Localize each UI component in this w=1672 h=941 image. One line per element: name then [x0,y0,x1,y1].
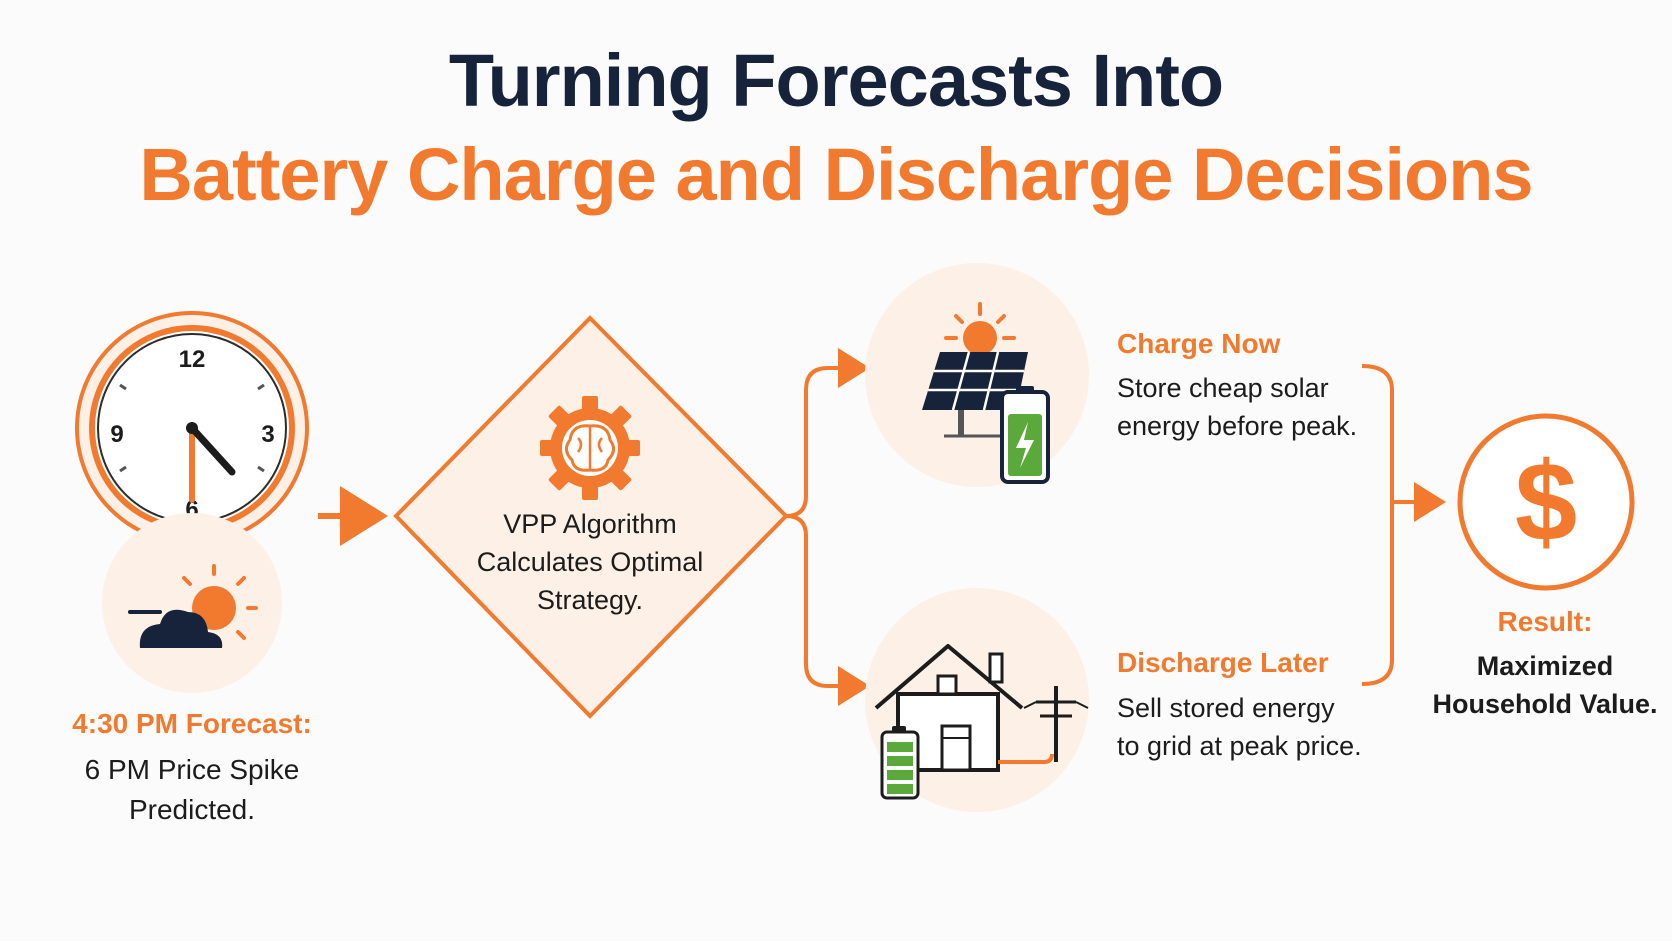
clock-number-9: 9 [110,421,123,448]
battery-icon [880,726,920,800]
clock-number-12: 12 [179,346,206,373]
battery-icon [1000,386,1050,484]
result-line-1: Maximized [1476,651,1614,681]
title-line-1: Turning Forecasts Into [448,39,1224,122]
discharge-line-1: Sell stored energy [1117,693,1335,723]
arrow-to-discharge [785,514,870,706]
dollar-icon: $ [1457,413,1635,591]
arrow-to-charge [785,348,870,518]
charge-heading: Charge Now [1117,328,1281,359]
discharge-heading: Discharge Later [1117,647,1329,678]
cloud-sun-icon [102,513,282,693]
discharge-line-2: to grid at peak price. [1117,731,1362,761]
algorithm-line-2: Calculates Optimal [476,547,704,577]
charge-line-1: Store cheap solar [1117,373,1329,403]
charge-line-2: energy before peak. [1117,411,1358,441]
clock-icon: 12 3 6 9 [75,311,309,545]
algorithm-diamond [393,315,789,719]
forecast-line-2: Predicted. [128,794,256,825]
solar-panel-icon [865,263,1089,487]
clock-hour-hand [188,424,236,476]
brain-gear-icon [540,396,640,500]
forecast-heading: 4:30 PM Forecast: [72,708,312,739]
power-pole-icon [998,686,1089,764]
algorithm-line-1: VPP Algorithm [503,509,677,539]
result-line-2: Household Value. [1432,689,1658,719]
result-heading: Result: [1497,606,1593,637]
forecast-line-1: 6 PM Price Spike [84,754,300,785]
algorithm-line-3: Strategy. [536,585,644,615]
title-line-2: Battery Charge and Discharge Decisions [139,133,1533,216]
clock-number-3: 3 [261,421,274,448]
dollar-symbol: $ [1515,439,1577,564]
merge-bracket [1361,364,1394,686]
